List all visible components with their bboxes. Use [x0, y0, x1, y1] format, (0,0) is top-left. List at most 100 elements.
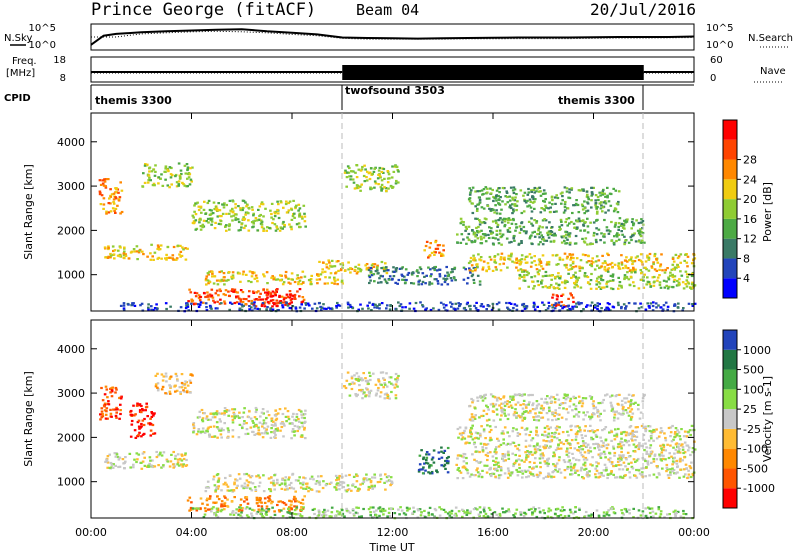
power-colorbar-swatch-0	[723, 278, 737, 298]
power-echo-region-2	[98, 178, 124, 215]
velocity-echo-region-1	[104, 450, 189, 470]
velocity-echo-region-8	[417, 446, 450, 475]
velocity-colorbar-tick-7: 1000	[743, 344, 771, 357]
velocity-colorbar-swatch-4	[723, 409, 737, 429]
power-echo-region-16	[119, 301, 697, 313]
velocity-echo-region-3	[129, 402, 157, 439]
power-colorbar-swatch-5	[723, 179, 737, 200]
power-colorbar-tick-0: 4	[743, 272, 750, 285]
power-colorbar: 4 8 12 16 20 24 28	[722, 119, 757, 299]
power-ylabel: Slant Range [km]	[22, 164, 35, 260]
power-echo-region-3	[141, 162, 194, 189]
power-echo-region-11	[423, 239, 445, 259]
velocity-colorbar: -1000 -500 -100 -25 25 100 500 1000	[722, 329, 775, 509]
velocity-colorbar-label: Velocity [m s-1]	[761, 376, 774, 462]
power-colorbar-swatch-6	[723, 159, 737, 180]
velocity-ytick-4000: 4000	[57, 343, 85, 356]
cpid-segment-3: themis 3300	[558, 94, 635, 107]
velocity-colorbar-swatch-5	[723, 389, 737, 410]
freq-tick-top: 18	[53, 55, 66, 66]
noise-tick-left-top: 10^5	[29, 23, 56, 34]
velocity-colorbar-tick-4: 25	[743, 403, 757, 416]
power-colorbar-swatch-1	[723, 258, 737, 279]
velocity-colorbar-tick-5: 100	[743, 383, 764, 396]
nave-segment-3	[643, 71, 694, 73]
power-colorbar-tick-2: 12	[743, 233, 757, 246]
velocity-echo-region-6	[192, 406, 307, 440]
velocity-ytick-2000: 2000	[57, 431, 85, 444]
velocity-colorbar-swatch-3	[723, 428, 737, 449]
power-echo-region-6	[204, 270, 344, 286]
power-echo-region-13	[467, 252, 697, 273]
beam-label: Beam 04	[356, 1, 419, 19]
velocity-ytick-1000: 1000	[57, 476, 85, 489]
power-colorbar-tick-6: 28	[743, 154, 757, 167]
power-colorbar-swatch-3	[723, 218, 737, 239]
cpid-strip: CPID themis 3300 twofsound 3503 themis 3…	[4, 84, 694, 110]
power-ytick-4000: 4000	[57, 136, 85, 149]
nsky-series	[90, 28, 695, 46]
power-colorbar-label: Power [dB]	[761, 182, 774, 242]
noise-tick-right-top: 10^5	[706, 23, 733, 34]
xtick-1: 04:00	[176, 526, 208, 539]
velocity-ylabel: Slant Range [km]	[22, 371, 35, 467]
velocity-echo-region-12	[154, 372, 194, 395]
power-echo-region-1	[103, 243, 189, 261]
power-colorbar-tick-1: 8	[743, 252, 750, 265]
xtick-5: 20:00	[578, 526, 610, 539]
velocity-echo-region-9	[455, 424, 697, 480]
power-colorbar-tick-3: 16	[743, 213, 757, 226]
xtick-6: 00:00	[678, 526, 710, 539]
station-title: Prince George (fitACF)	[91, 0, 316, 20]
power-echo-region-12	[456, 217, 646, 246]
nave-segment-1	[91, 71, 343, 73]
xtick-2: 08:00	[276, 526, 308, 539]
nave-tick-bottom: 0	[710, 73, 716, 84]
power-colorbar-swatch-8	[723, 120, 737, 140]
velocity-colorbar-tick-2: -100	[743, 443, 768, 456]
velocity-echo-region-11	[191, 506, 694, 520]
power-colorbar-swatch-2	[723, 238, 737, 259]
cpid-segment-2: twofsound 3503	[345, 84, 445, 97]
freq-tick-bottom: 8	[60, 73, 66, 84]
power-echo-region-9	[343, 164, 400, 193]
velocity-colorbar-swatch-6	[723, 369, 737, 390]
xtick-3: 12:00	[377, 526, 409, 539]
power-panel: 1000 2000 3000 4000 Slant Range [km]	[22, 112, 697, 313]
velocity-echo-region-2	[99, 385, 123, 421]
freq-nave-panel: Freq. [MHz] 18 8 60 0 Nave	[6, 55, 786, 84]
power-colorbar-tick-5: 24	[743, 173, 757, 186]
velocity-panel: 1000 2000 3000 4000 Slant Range [km]	[22, 319, 697, 520]
velocity-colorbar-tick-0: -1000	[743, 482, 775, 495]
velocity-echo-region-4	[186, 495, 306, 513]
power-colorbar-swatch-7	[723, 139, 737, 160]
power-echo-region-14	[518, 270, 697, 291]
cpid-label: CPID	[4, 93, 31, 104]
nave-label: Nave	[760, 66, 786, 77]
date-label: 20/Jul/2016	[590, 0, 696, 19]
velocity-echo-region-5	[204, 472, 394, 493]
power-echo-region-10	[367, 265, 482, 286]
velocity-colorbar-swatch-7	[723, 349, 737, 370]
power-echo-region-8	[191, 199, 307, 232]
velocity-ytick-3000: 3000	[57, 387, 85, 400]
power-colorbar-tick-4: 20	[743, 193, 757, 206]
xtick-4: 16:00	[477, 526, 509, 539]
power-echo-region-17	[467, 186, 621, 215]
noise-panel: 10^5 10^0 10^5 10^0 N.Sky N.Search	[4, 23, 793, 51]
cpid-segment-1: themis 3300	[95, 94, 172, 107]
power-ytick-3000: 3000	[57, 180, 85, 193]
xtick-0: 00:00	[75, 526, 107, 539]
velocity-colorbar-swatch-0	[723, 488, 737, 508]
velocity-colorbar-tick-3: -25	[743, 423, 761, 436]
velocity-colorbar-swatch-1	[723, 468, 737, 489]
velocity-echo-region-10	[468, 393, 646, 422]
velocity-colorbar-tick-1: -500	[743, 462, 768, 475]
time-axis-label: Time UT	[368, 541, 414, 554]
power-colorbar-swatch-4	[723, 199, 737, 219]
power-ytick-1000: 1000	[57, 269, 85, 282]
velocity-colorbar-swatch-8	[723, 330, 737, 350]
power-ytick-2000: 2000	[57, 224, 85, 237]
noise-tick-left-bottom: 10^0	[29, 40, 56, 51]
